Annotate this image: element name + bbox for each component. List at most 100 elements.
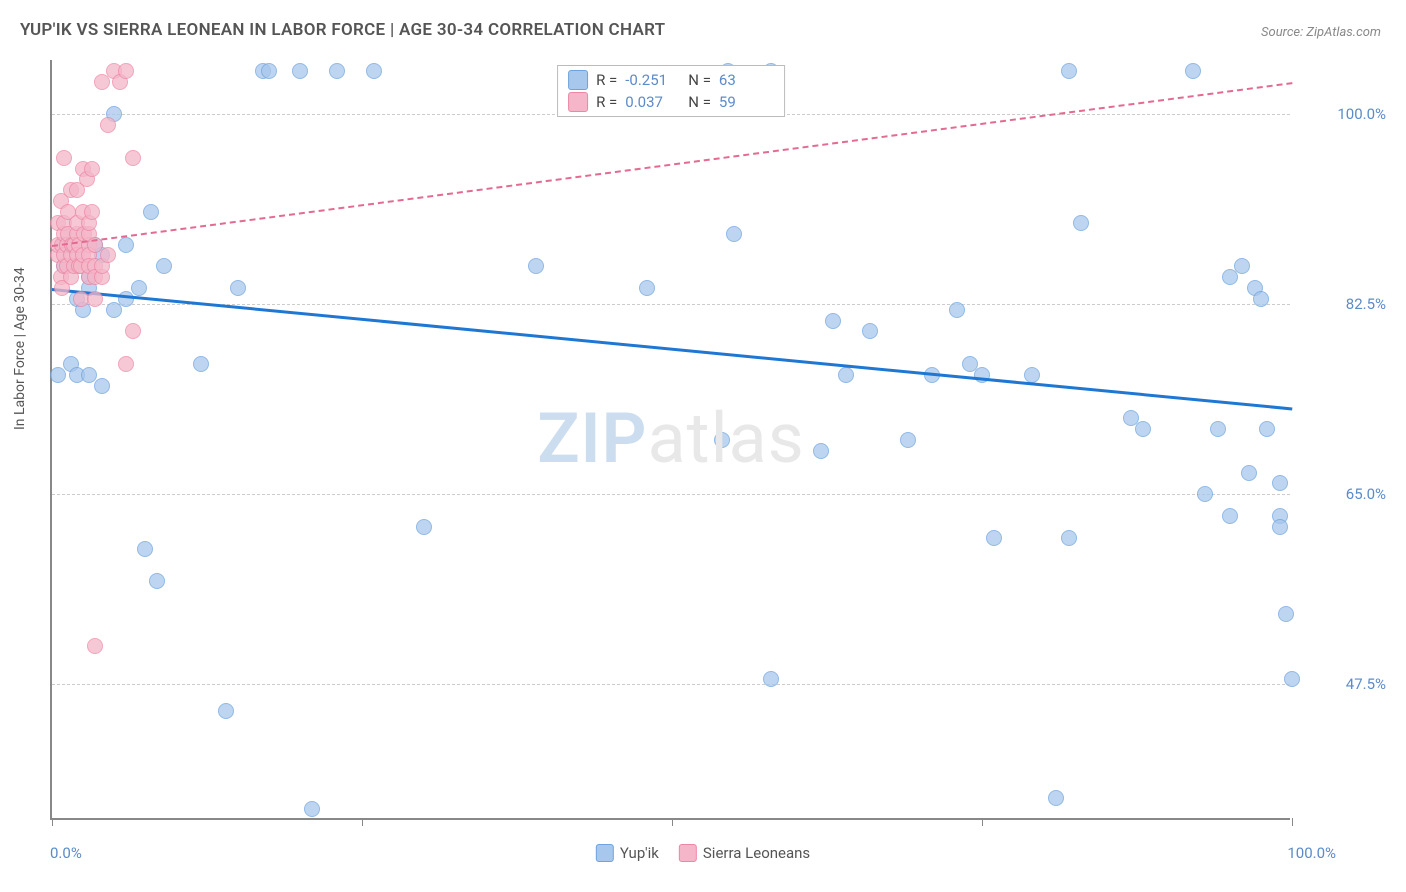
n-label: N =	[688, 93, 711, 111]
gridline	[52, 494, 1290, 495]
scatter-point	[292, 63, 308, 79]
y-tick-label: 100.0%	[1337, 105, 1386, 123]
legend-swatch-sierra	[679, 844, 697, 862]
swatch-yupik	[568, 70, 588, 90]
scatter-point	[118, 356, 134, 372]
x-axis-max: 100.0%	[1287, 844, 1336, 862]
scatter-point	[986, 530, 1002, 546]
scatter-point	[156, 258, 172, 274]
scatter-point	[84, 204, 100, 220]
scatter-point	[726, 226, 742, 242]
scatter-point	[1024, 367, 1040, 383]
scatter-point	[838, 367, 854, 383]
r-value-sierra: 0.037	[625, 93, 680, 111]
scatter-point	[1185, 63, 1201, 79]
scatter-point	[1272, 519, 1288, 535]
n-value-yupik: 63	[719, 71, 774, 89]
watermark-a: ZIP	[537, 398, 647, 480]
scatter-point	[94, 378, 110, 394]
trendline	[52, 288, 1292, 410]
scatter-point	[862, 323, 878, 339]
legend-item-yupik: Yup'ik	[596, 844, 659, 862]
r-label: R =	[596, 71, 617, 89]
scatter-point	[1284, 671, 1300, 687]
r-label: R =	[596, 93, 617, 111]
correlation-chart: YUP'IK VS SIERRA LEONEAN IN LABOR FORCE …	[0, 0, 1406, 892]
scatter-point	[949, 302, 965, 318]
scatter-point	[100, 247, 116, 263]
scatter-point	[193, 356, 209, 372]
scatter-point	[329, 63, 345, 79]
plot-area: ZIPatlas R = -0.251 N = 63 R = 0.037 N =…	[50, 60, 1290, 820]
scatter-point	[56, 150, 72, 166]
series-legend: Yup'ik Sierra Leoneans	[596, 844, 810, 862]
scatter-point	[84, 161, 100, 177]
stats-row-sierra: R = 0.037 N = 59	[568, 92, 774, 112]
scatter-point	[639, 280, 655, 296]
y-tick-label: 47.5%	[1346, 675, 1386, 693]
y-tick-label: 65.0%	[1346, 485, 1386, 503]
x-tick	[672, 818, 673, 826]
legend-label-yupik: Yup'ik	[620, 844, 659, 862]
scatter-point	[366, 63, 382, 79]
scatter-point	[1234, 258, 1250, 274]
scatter-point	[528, 258, 544, 274]
scatter-point	[230, 280, 246, 296]
scatter-point	[1061, 63, 1077, 79]
scatter-point	[137, 541, 153, 557]
gridline	[52, 684, 1290, 685]
scatter-point	[416, 519, 432, 535]
scatter-point	[763, 671, 779, 687]
scatter-point	[125, 150, 141, 166]
stats-legend: R = -0.251 N = 63 R = 0.037 N = 59	[557, 65, 785, 117]
x-tick	[52, 818, 53, 826]
scatter-point	[1272, 475, 1288, 491]
scatter-point	[1197, 486, 1213, 502]
scatter-point	[100, 117, 116, 133]
scatter-point	[1061, 530, 1077, 546]
scatter-point	[1241, 465, 1257, 481]
scatter-point	[825, 313, 841, 329]
n-value-sierra: 59	[719, 93, 774, 111]
y-tick-label: 82.5%	[1346, 295, 1386, 313]
scatter-point	[118, 291, 134, 307]
watermark: ZIPatlas	[537, 398, 805, 480]
scatter-point	[1278, 606, 1294, 622]
scatter-point	[87, 638, 103, 654]
scatter-point	[714, 432, 730, 448]
scatter-point	[149, 573, 165, 589]
x-tick	[982, 818, 983, 826]
source-attribution: Source: ZipAtlas.com	[1261, 25, 1381, 40]
scatter-point	[1210, 421, 1226, 437]
legend-swatch-yupik	[596, 844, 614, 862]
legend-label-sierra: Sierra Leoneans	[703, 844, 810, 862]
x-axis-min: 0.0%	[50, 844, 82, 862]
scatter-point	[304, 801, 320, 817]
scatter-point	[1073, 215, 1089, 231]
scatter-point	[118, 237, 134, 253]
chart-title: YUP'IK VS SIERRA LEONEAN IN LABOR FORCE …	[20, 20, 665, 40]
scatter-point	[1253, 291, 1269, 307]
scatter-point	[218, 703, 234, 719]
scatter-point	[73, 291, 89, 307]
scatter-point	[1259, 421, 1275, 437]
scatter-point	[143, 204, 159, 220]
x-tick	[1292, 818, 1293, 826]
stats-row-yupik: R = -0.251 N = 63	[568, 70, 774, 90]
swatch-sierra	[568, 92, 588, 112]
scatter-point	[1135, 421, 1151, 437]
x-tick	[362, 818, 363, 826]
y-axis-title: In Labor Force | Age 30-34	[12, 267, 28, 430]
scatter-point	[131, 280, 147, 296]
r-value-yupik: -0.251	[625, 71, 680, 89]
scatter-point	[125, 323, 141, 339]
scatter-point	[900, 432, 916, 448]
scatter-point	[261, 63, 277, 79]
scatter-point	[87, 291, 103, 307]
scatter-point	[1048, 790, 1064, 806]
scatter-point	[813, 443, 829, 459]
n-label: N =	[688, 71, 711, 89]
scatter-point	[1222, 508, 1238, 524]
scatter-point	[118, 63, 134, 79]
legend-item-sierra: Sierra Leoneans	[679, 844, 810, 862]
